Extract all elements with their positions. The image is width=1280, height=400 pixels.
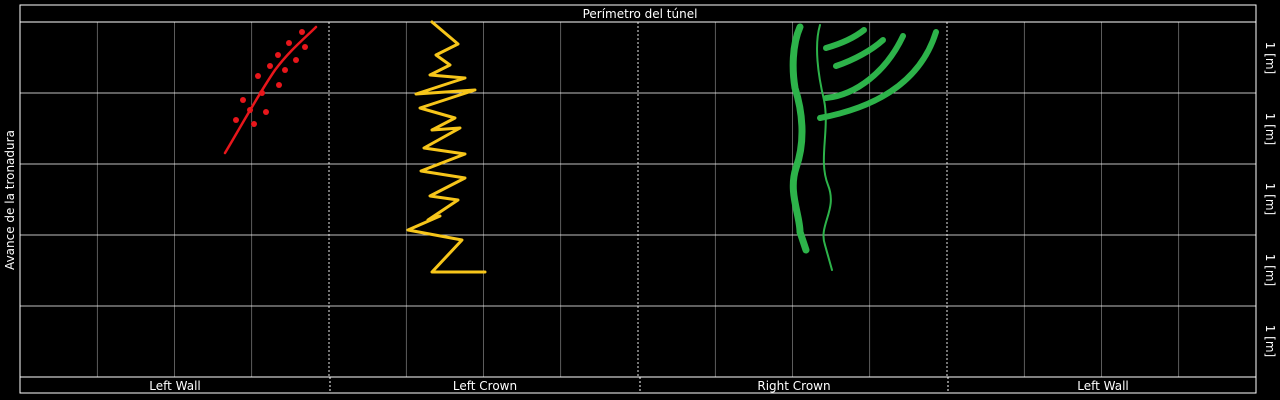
- section-label-left-wall-2: Left Wall: [1077, 379, 1129, 393]
- header-title: Perímetro del túnel: [583, 7, 698, 21]
- yellow-zigzag-sketch[interactable]: [406, 20, 487, 274]
- green-branch-4: [823, 27, 867, 51]
- row-label-1: 1 [m]: [1263, 42, 1277, 75]
- yellow-zigzag-line: [406, 20, 487, 274]
- red-fracture-line: [223, 25, 318, 155]
- side-axis-label: Avance de la tronadura: [3, 130, 17, 270]
- green-branch-sketch[interactable]: [789, 23, 939, 271]
- grid: [20, 22, 1257, 377]
- green-branch-1: [817, 29, 939, 121]
- row-label-3: 1 [m]: [1263, 183, 1277, 216]
- green-branch-3: [833, 37, 886, 69]
- row-label-5: 1 [m]: [1263, 325, 1277, 358]
- row-label-4: 1 [m]: [1263, 254, 1277, 287]
- section-label-right-crown: Right Crown: [757, 379, 830, 393]
- section-label-left-crown: Left Crown: [453, 379, 517, 393]
- green-main-trunk: [789, 23, 810, 254]
- red-fracture-sketch[interactable]: [223, 25, 318, 155]
- row-label-2: 1 [m]: [1263, 113, 1277, 146]
- green-branch-2: [823, 33, 906, 101]
- section-label-left-wall-1: Left Wall: [149, 379, 201, 393]
- green-thin-trunk: [816, 24, 833, 271]
- red-points: [233, 29, 308, 127]
